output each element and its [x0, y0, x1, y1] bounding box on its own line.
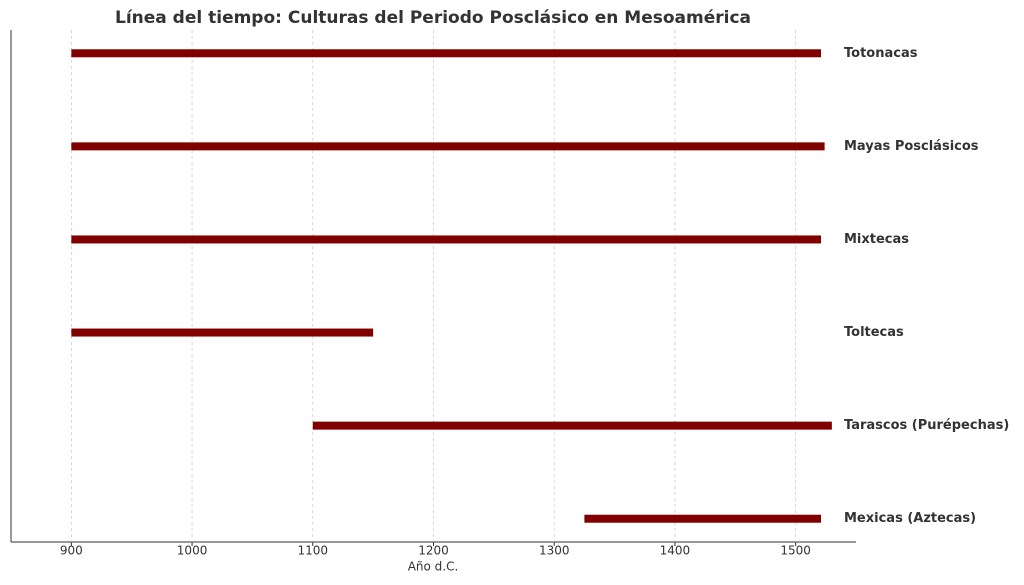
bar [71, 328, 374, 337]
x-tick-label: 900 [60, 544, 83, 558]
category-label: Mexicas (Aztecas) [844, 511, 976, 526]
x-tick-label: 1000 [177, 544, 208, 558]
bar [71, 49, 821, 58]
x-tick-label: 1500 [780, 544, 811, 558]
category-label: Tarascos (Purépechas) [844, 418, 1009, 433]
x-tick-label: 1300 [539, 544, 570, 558]
x-tick-label: 1100 [298, 544, 329, 558]
bar [71, 235, 821, 244]
bar [312, 421, 832, 430]
category-label: Mayas Posclásicos [844, 139, 979, 154]
x-axis-label: Año d.C. [408, 560, 459, 574]
category-label: Mixtecas [844, 232, 909, 247]
x-tick-label: 1200 [418, 544, 449, 558]
chart-title: Línea del tiempo: Culturas del Periodo P… [115, 8, 751, 28]
category-label: Toltecas [844, 325, 904, 340]
bar [584, 514, 821, 523]
category-label: Totonacas [844, 46, 918, 61]
bar [71, 142, 825, 151]
x-tick-label: 1400 [660, 544, 691, 558]
